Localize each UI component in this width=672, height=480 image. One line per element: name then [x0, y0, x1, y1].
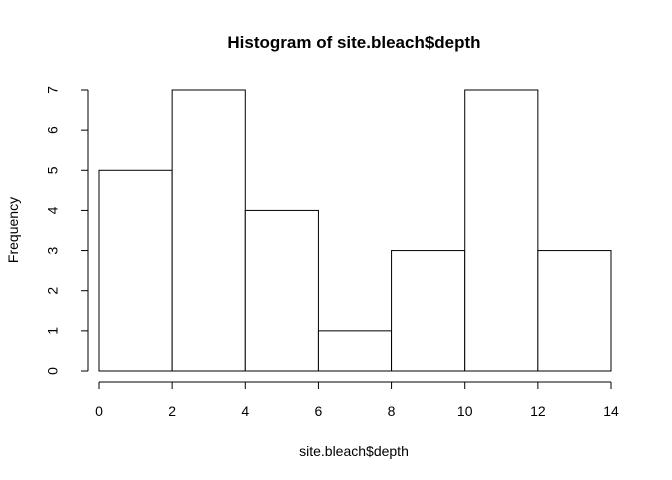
histogram-bar-3 [317, 330, 393, 372]
x-tick-label-3: 6 [315, 403, 323, 419]
x-tick-label-7: 14 [603, 403, 619, 419]
histogram-bar-4 [391, 250, 466, 372]
x-tick-label-6: 12 [530, 403, 546, 419]
y-axis-label: Frequency [5, 197, 21, 263]
x-tick-label-1: 2 [168, 403, 176, 419]
y-tick-label-4: 4 [45, 206, 61, 214]
y-tick-label-0: 0 [45, 367, 61, 375]
y-tick-label-3: 3 [45, 246, 61, 254]
y-tick-label-2: 2 [45, 287, 61, 295]
x-tick-label-5: 10 [457, 403, 473, 419]
x-tick-label-2: 4 [241, 403, 249, 419]
histogram-bar-5 [464, 89, 539, 372]
x-tick-label-0: 0 [95, 403, 103, 419]
x-axis-label: site.bleach$depth [299, 443, 409, 459]
y-tick-label-7: 7 [45, 86, 61, 94]
y-axis: 0 1 2 3 4 5 6 7 [45, 86, 89, 375]
histogram-bar-0 [98, 169, 173, 372]
chart-title: Histogram of site.bleach$depth [227, 33, 480, 52]
x-axis: 0 2 4 6 8 10 12 14 [95, 381, 619, 419]
bars-group [98, 89, 612, 372]
histogram-bar-6 [537, 250, 612, 372]
histogram-bar-2 [244, 209, 319, 372]
y-tick-label-6: 6 [45, 126, 61, 134]
y-tick-label-1: 1 [45, 327, 61, 335]
histogram-bar-1 [171, 89, 246, 372]
x-tick-label-4: 8 [388, 403, 396, 419]
y-tick-label-5: 5 [45, 166, 61, 174]
